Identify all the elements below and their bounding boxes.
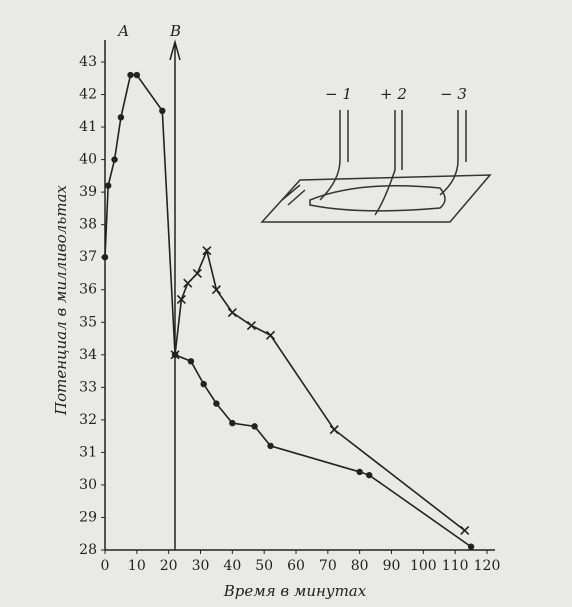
x-tick-label: 90 <box>383 558 401 574</box>
y-tick-label: 42 <box>79 87 97 103</box>
y-tick-label: 35 <box>79 314 97 330</box>
x-tick-label: 50 <box>255 558 273 574</box>
point <box>170 350 180 360</box>
point <box>329 425 339 435</box>
point <box>133 71 141 79</box>
electrode-label: + 2 <box>380 85 407 103</box>
inset-diagram <box>260 110 492 223</box>
point <box>159 107 166 115</box>
point <box>227 307 237 318</box>
point <box>176 294 186 305</box>
point <box>251 423 258 430</box>
y-tick-label: 33 <box>79 379 97 395</box>
y-tick-label: 43 <box>79 54 97 70</box>
point <box>366 471 373 479</box>
point <box>202 246 212 256</box>
point <box>111 156 118 163</box>
point <box>229 419 236 427</box>
y-tick-label: 40 <box>79 152 97 168</box>
point <box>267 442 274 450</box>
y-tick-label: 38 <box>79 217 97 233</box>
y-tick-label: 34 <box>79 347 97 363</box>
x-tick-label: 0 <box>101 558 110 574</box>
electrode-label: − 3 <box>440 85 467 103</box>
point <box>127 71 134 79</box>
x-tick-label: 80 <box>351 558 369 574</box>
point <box>187 358 195 365</box>
annotation: В <box>169 22 181 40</box>
point <box>200 380 207 388</box>
point <box>213 400 220 407</box>
point <box>246 320 256 331</box>
y-tick-label: 28 <box>79 542 97 558</box>
series-line <box>104 74 472 548</box>
point <box>183 278 193 288</box>
point <box>104 182 112 189</box>
y-tick-label: 32 <box>79 412 97 428</box>
point <box>467 543 475 550</box>
point <box>356 468 363 476</box>
annotation: А <box>117 22 129 40</box>
x-tick-label: 10 <box>128 558 146 574</box>
x-tick-label: 120 <box>474 558 501 574</box>
y-tick-label: 36 <box>79 282 97 298</box>
x-tick-label: 70 <box>319 558 337 574</box>
point <box>192 268 202 279</box>
x-tick-label: 20 <box>160 558 178 574</box>
point <box>101 254 109 261</box>
x-tick-label: 110 <box>442 558 469 574</box>
y-tick-label: 37 <box>79 249 97 265</box>
point <box>460 525 470 536</box>
x-tick-label: 40 <box>223 558 241 574</box>
electrode-label: − 1 <box>325 85 352 103</box>
y-tick-label: 31 <box>79 444 97 460</box>
x-tick-label: 60 <box>287 558 305 574</box>
x-axis-label: Время в минутах <box>223 582 367 600</box>
y-tick-label: 30 <box>79 477 97 493</box>
point <box>211 285 221 295</box>
y-tick-label: 41 <box>79 119 97 135</box>
y-tick-label: 39 <box>79 184 97 200</box>
point <box>265 330 276 340</box>
point <box>117 114 125 121</box>
y-tick-label: 29 <box>79 509 97 525</box>
y-axis-label: Потенциал в милливольтах <box>52 184 70 415</box>
x-tick-label: 100 <box>410 558 437 574</box>
x-tick-label: 30 <box>192 558 210 574</box>
arrow <box>169 39 181 61</box>
